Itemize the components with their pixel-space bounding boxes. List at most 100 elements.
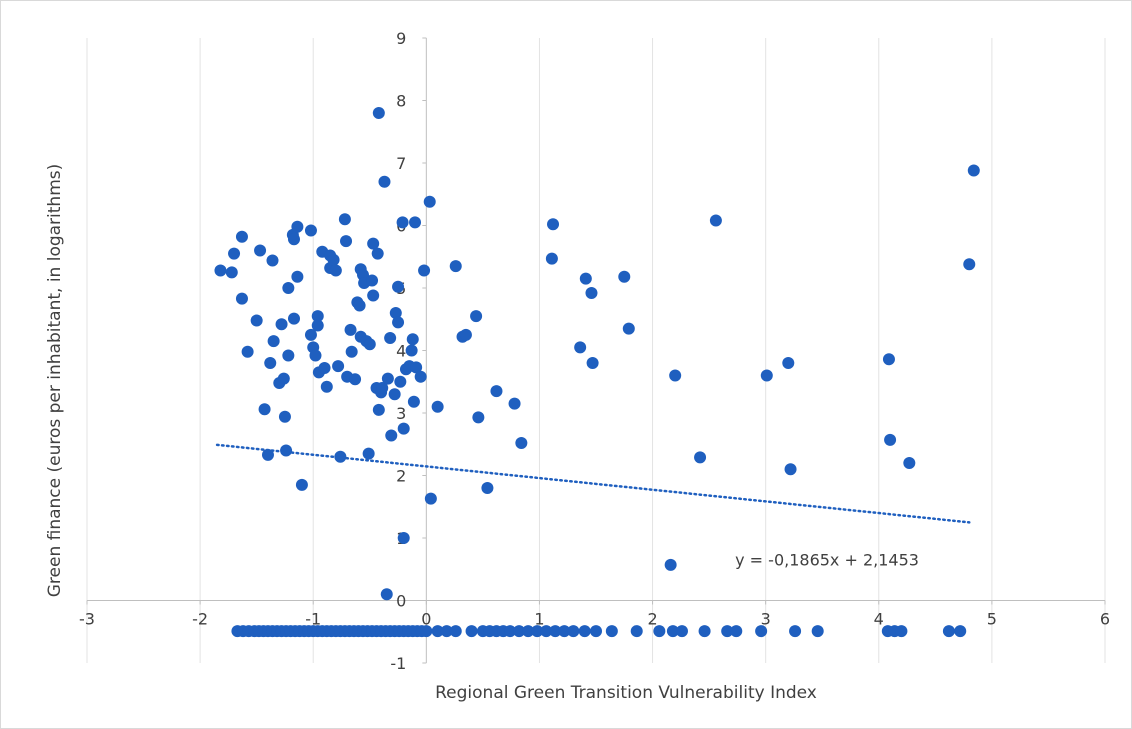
data-point [431, 625, 444, 638]
data-point [420, 625, 433, 638]
trendline-equation: y = -0,1865x + 2,1453 [735, 551, 919, 570]
data-point [470, 310, 483, 323]
data-point [547, 218, 560, 231]
data-point [344, 323, 357, 336]
x-tick-label: 1 [534, 610, 544, 629]
data-point [578, 625, 591, 638]
data-point [228, 247, 241, 260]
y-tick-label: 7 [396, 154, 406, 173]
data-point [309, 349, 322, 362]
data-point [558, 625, 571, 638]
data-point [304, 328, 317, 341]
data-point [895, 625, 908, 638]
data-point [264, 357, 277, 369]
data-point [664, 558, 677, 571]
data-point [291, 270, 304, 283]
data-point [653, 625, 666, 638]
data-point [459, 328, 472, 341]
y-tick-label: 8 [396, 92, 406, 111]
data-point [942, 625, 955, 638]
data-point [397, 532, 410, 544]
data-point [431, 400, 444, 413]
data-point [320, 380, 333, 393]
y-axis-title: Green finance (euros per inhabitant, in … [45, 164, 65, 598]
data-point [385, 429, 398, 442]
data-point [311, 319, 324, 332]
data-point [291, 220, 304, 233]
data-point [363, 338, 376, 351]
data-point [394, 375, 407, 388]
data-point [304, 224, 317, 237]
data-point [405, 344, 418, 357]
data-point [504, 625, 517, 638]
data-point [340, 235, 353, 248]
data-point [353, 299, 366, 312]
data-point [258, 403, 271, 416]
data-point [423, 195, 436, 208]
data-point [371, 247, 384, 260]
data-point [392, 280, 405, 293]
data-point [372, 403, 385, 416]
data-point [418, 264, 431, 277]
data-point [376, 382, 389, 394]
data-point [574, 341, 587, 354]
data-point [235, 292, 248, 305]
data-point [407, 395, 420, 408]
data-point [225, 266, 238, 279]
y-tick-label: -1 [390, 654, 406, 673]
data-point [287, 312, 300, 325]
data-point [490, 385, 503, 398]
data-point [338, 213, 351, 226]
data-point [424, 492, 437, 505]
data-point [440, 625, 453, 638]
data-point [579, 272, 592, 285]
data-point [311, 310, 324, 323]
x-tick-label: 6 [1100, 610, 1110, 629]
data-point [389, 307, 402, 319]
x-tick-label: -1 [305, 610, 321, 629]
data-point [241, 345, 254, 358]
data-point [396, 216, 409, 229]
data-point [380, 588, 393, 601]
data-point [235, 230, 248, 243]
data-point [669, 369, 682, 382]
data-point [811, 625, 824, 638]
data-point [730, 625, 743, 638]
data-point [630, 625, 643, 638]
data-point [334, 450, 347, 463]
y-tick-label: 2 [396, 467, 406, 486]
data-point [545, 252, 558, 265]
data-point [275, 318, 288, 331]
data-point [397, 422, 410, 435]
data-point [267, 335, 280, 348]
data-point [567, 625, 580, 638]
x-tick-label: 3 [761, 610, 771, 629]
data-point [372, 107, 385, 119]
data-point [381, 372, 394, 385]
data-point [214, 264, 227, 277]
y-tick-label: 9 [396, 29, 406, 48]
data-point [508, 397, 521, 410]
data-point [549, 625, 562, 638]
data-point [618, 270, 631, 283]
data-point [327, 253, 340, 266]
data-point [513, 625, 526, 638]
data-point [409, 216, 422, 229]
data-point [694, 451, 707, 464]
data-point [318, 362, 331, 374]
y-tick-label: 3 [396, 404, 406, 423]
data-point [903, 457, 916, 469]
data-point [698, 625, 711, 638]
data-point [329, 264, 342, 277]
data-point [449, 260, 462, 273]
data-point [266, 254, 279, 267]
data-point [367, 289, 380, 302]
data-point [406, 333, 419, 346]
y-tick-label: 0 [396, 592, 406, 611]
data-point [465, 625, 478, 638]
data-point [366, 274, 379, 287]
gridlines [86, 38, 1106, 663]
data-point [295, 478, 308, 491]
